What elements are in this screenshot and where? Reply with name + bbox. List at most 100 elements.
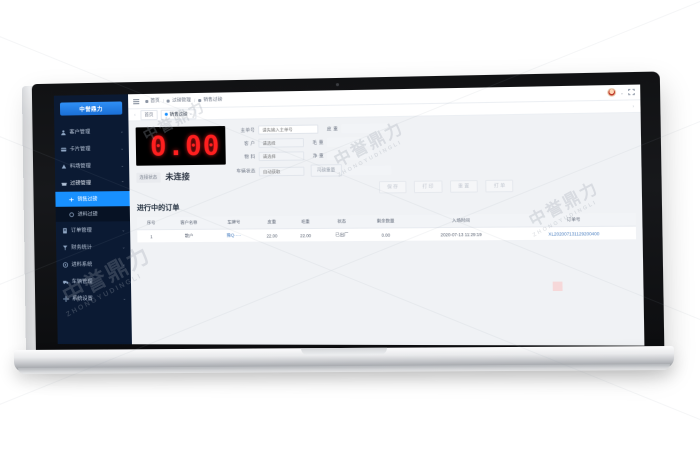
scale-icon: [61, 181, 67, 185]
form-button-row: 保 存 打 印 重 置 打 单: [235, 178, 635, 195]
breadcrumb-item-sales-weighing: 销售过磅: [203, 96, 223, 102]
tab-home[interactable]: 首页: [140, 109, 158, 120]
finance-icon: [62, 244, 68, 249]
table-title: 进行中的订单: [136, 204, 180, 213]
column-header-gross: 毛重: [288, 215, 323, 229]
vehicle-status-input[interactable]: [258, 166, 305, 176]
sidebar-item-card[interactable]: 卡片管理 ⌄: [55, 140, 129, 158]
feed-system-icon: [62, 261, 68, 267]
tab-scroll-left-icon[interactable]: ‹: [134, 112, 136, 118]
tab-scroll-right-icon[interactable]: ›: [632, 103, 635, 109]
field-label: 客 户: [244, 140, 256, 146]
breadcrumb-separator: /: [162, 98, 165, 104]
print-button[interactable]: 打 印: [413, 180, 443, 194]
column-header-order-no: 订单号: [511, 212, 636, 228]
field-label: 物 料: [244, 153, 256, 159]
chevron-down-icon: ⌄: [121, 244, 126, 250]
sidebar-item-feed-weighing[interactable]: 进料过磅: [55, 206, 131, 222]
chevron-down-icon: ⌄: [122, 295, 127, 301]
save-button[interactable]: 保 存: [378, 180, 407, 194]
weighing-form: 主单号 皮 重: [234, 119, 635, 195]
sidebar-item-feed-system[interactable]: 进料系统 ⌄: [56, 256, 130, 273]
gear-icon: [62, 295, 69, 301]
manual-weight-button[interactable]: 司磅重量: [310, 164, 342, 177]
cell-plate: 豫Q·····: [212, 228, 256, 243]
field-vehicle-status: 车辆状态: [235, 166, 305, 176]
connection-status-value: 未连接: [165, 172, 190, 182]
sidebar-item-customer[interactable]: 客户管理 ⌄: [54, 123, 128, 141]
customer-select[interactable]: [258, 137, 305, 148]
tab-active-dot-icon: [164, 112, 168, 116]
tab-label: 首页: [144, 111, 154, 117]
cell-index: 1: [137, 229, 166, 243]
card-icon: [60, 146, 67, 151]
orders-table: 序号 客户名称 车牌号 皮重 毛重 状态 剩余数量 入场时间: [137, 212, 637, 244]
app-window: 中誉鼎力 客户管理 ⌄ 卡片管理 ⌄: [53, 84, 645, 346]
material-select[interactable]: [258, 151, 305, 162]
field-material: 物 料: [235, 151, 305, 162]
tab-sales-weighing[interactable]: 销售过磅 ×: [160, 108, 197, 120]
chevron-down-icon: ⌄: [120, 162, 125, 168]
chevron-down-icon[interactable]: ⌄: [620, 89, 624, 95]
sidebar-item-label: 车辆管理: [71, 278, 93, 285]
sidebar-item-vehicle[interactable]: 车辆管理: [57, 273, 131, 290]
weighing-panel: 0.00 连接状态 未连接: [135, 119, 636, 196]
manual-weight-value: [344, 165, 392, 175]
sidebar-item-weighing[interactable]: 过磅管理 ⌃: [55, 174, 129, 192]
create-ticket-button[interactable]: 打 单: [485, 179, 514, 193]
reset-button[interactable]: 重 置: [449, 180, 478, 193]
sale-weigh-icon: [68, 196, 74, 201]
placeholder-box: [552, 281, 563, 292]
orders-table-wrapper: 序号 客户名称 车牌号 皮重 毛重 状态 剩余数量 入场时间: [137, 212, 637, 244]
sidebar-item-label: 客户管理: [69, 129, 91, 136]
main-order-no-input[interactable]: [258, 124, 319, 135]
table-row[interactable]: 1 散户 豫Q····· 22.00 22.00 已出厂 0.00 2020-0…: [137, 226, 637, 243]
hamburger-icon[interactable]: [133, 98, 140, 104]
breadcrumb-item-weighing[interactable]: 过磅管理: [172, 97, 191, 103]
field-manual-weight: 司磅重量: [310, 163, 392, 177]
breadcrumb-item-home[interactable]: 首页: [150, 97, 160, 103]
led-block: 0.00 连接状态 未连接: [135, 125, 226, 183]
field-label: 车辆状态: [236, 168, 256, 174]
field-net-weight: 净 重: [310, 150, 374, 161]
cell-remaining: 0.00: [361, 227, 411, 242]
sidebar-item-orders[interactable]: 订单管理 ⌄: [56, 221, 130, 239]
cell-status: 已出厂: [322, 228, 362, 242]
breadcrumb: 首页 / 过磅管理 / 销售过磅: [145, 97, 222, 104]
column-header-customer: 客户名称: [165, 216, 213, 230]
field-customer: 客 户: [235, 137, 305, 148]
cell-customer: 散户: [165, 229, 213, 243]
field-label: 净 重: [312, 152, 325, 158]
sidebar-item-settings[interactable]: 系统设置 ⌄: [57, 290, 131, 307]
laptop-lid: 中誉鼎力 客户管理 ⌄ 卡片管理 ⌄: [31, 71, 665, 357]
sidebar-item-sales-weighing[interactable]: 销售过磅: [55, 191, 130, 207]
cell-gross: 22.00: [288, 228, 323, 242]
brand-logo: 中誉鼎力: [59, 101, 123, 116]
user-group-icon: [61, 129, 66, 135]
topbar-right: ⌄: [606, 88, 635, 97]
webcam-icon: [335, 83, 340, 87]
main-area: 首页 / 过磅管理 / 销售过磅 ⌄: [128, 84, 645, 346]
column-header-status: 状态: [322, 215, 362, 229]
yard-icon: [61, 163, 67, 168]
form-row: 客 户 毛 重: [235, 133, 635, 148]
sidebar-item-yard[interactable]: 料场管理 ⌄: [55, 157, 129, 175]
feed-weigh-icon: [69, 211, 74, 216]
sale-weigh-icon: [198, 98, 202, 102]
tare-weight-value: [341, 123, 388, 134]
avatar[interactable]: [606, 88, 616, 97]
sidebar-item-label: 系统设置: [71, 295, 93, 302]
sidebar-item-label: 进料过磅: [77, 211, 98, 218]
field-label: 皮 重: [326, 125, 339, 131]
field-main-order-no: 主单号: [234, 124, 319, 135]
sidebar-item-finance[interactable]: 财务统计 ⌄: [56, 238, 130, 256]
home-icon: [145, 99, 149, 103]
fullscreen-icon[interactable]: [628, 88, 635, 96]
form-row: 车辆状态 司磅重量: [235, 160, 635, 177]
gross-weight-value: [326, 136, 374, 147]
sidebar-item-label: 销售过磅: [77, 196, 98, 203]
close-icon[interactable]: ×: [189, 111, 193, 117]
sidebar-item-label: 过磅管理: [70, 180, 92, 187]
chevron-up-icon: ⌃: [120, 180, 125, 186]
